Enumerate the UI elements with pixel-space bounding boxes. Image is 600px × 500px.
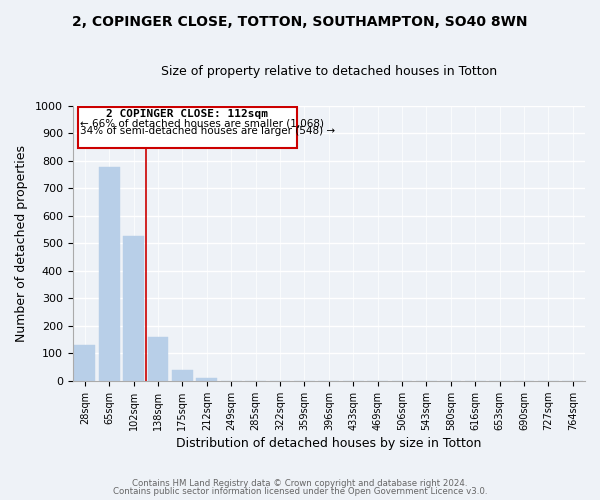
Bar: [99, 168, 119, 381]
Text: 34% of semi-detached houses are larger (548) →: 34% of semi-detached houses are larger (…: [80, 126, 335, 136]
Text: 2, COPINGER CLOSE, TOTTON, SOUTHAMPTON, SO40 8WN: 2, COPINGER CLOSE, TOTTON, SOUTHAMPTON, …: [72, 15, 528, 29]
Text: 2 COPINGER CLOSE: 112sqm: 2 COPINGER CLOSE: 112sqm: [106, 110, 268, 120]
Bar: [148, 338, 169, 381]
Text: Contains HM Land Registry data © Crown copyright and database right 2024.: Contains HM Land Registry data © Crown c…: [132, 478, 468, 488]
Text: Contains public sector information licensed under the Open Government Licence v3: Contains public sector information licen…: [113, 487, 487, 496]
FancyBboxPatch shape: [77, 107, 297, 148]
Y-axis label: Number of detached properties: Number of detached properties: [15, 144, 28, 342]
Bar: [172, 370, 193, 381]
Bar: [196, 378, 217, 381]
Title: Size of property relative to detached houses in Totton: Size of property relative to detached ho…: [161, 65, 497, 78]
Bar: [123, 236, 144, 381]
X-axis label: Distribution of detached houses by size in Totton: Distribution of detached houses by size …: [176, 437, 482, 450]
Bar: [74, 345, 95, 381]
Text: ← 66% of detached houses are smaller (1,068): ← 66% of detached houses are smaller (1,…: [80, 118, 324, 128]
